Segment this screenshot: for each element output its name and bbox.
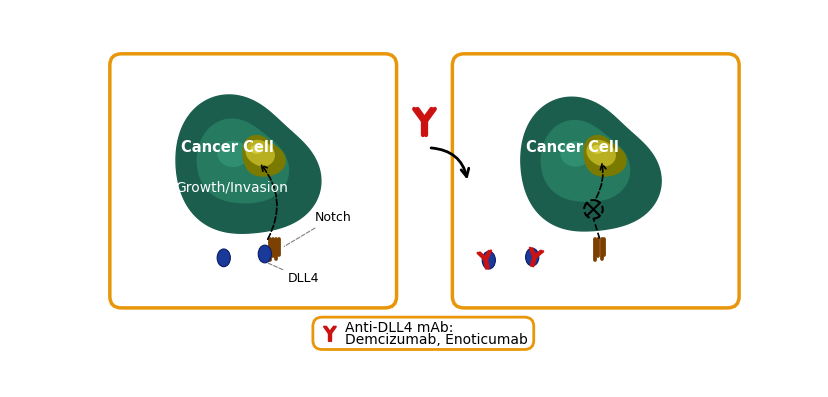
Text: DLL4: DLL4 xyxy=(267,263,319,285)
Text: Growth/Invasion: Growth/Invasion xyxy=(175,181,287,195)
Text: Anti-DLL4 mAb:: Anti-DLL4 mAb: xyxy=(345,321,453,335)
Text: Cancer Cell: Cancer Cell xyxy=(526,140,619,155)
Polygon shape xyxy=(246,141,274,166)
Ellipse shape xyxy=(250,145,262,154)
Polygon shape xyxy=(243,135,285,176)
Ellipse shape xyxy=(258,245,271,263)
Text: Demcizumab, Enoticumab: Demcizumab, Enoticumab xyxy=(345,333,527,347)
FancyBboxPatch shape xyxy=(452,54,739,308)
Text: Cancer Cell: Cancer Cell xyxy=(181,140,274,155)
Polygon shape xyxy=(197,119,288,203)
Text: Notch: Notch xyxy=(284,211,351,247)
Polygon shape xyxy=(520,97,661,231)
FancyBboxPatch shape xyxy=(109,54,396,308)
Polygon shape xyxy=(583,135,625,176)
Ellipse shape xyxy=(482,251,495,269)
Ellipse shape xyxy=(590,145,603,154)
Polygon shape xyxy=(586,141,614,166)
Polygon shape xyxy=(541,121,628,201)
Polygon shape xyxy=(176,95,320,233)
FancyBboxPatch shape xyxy=(312,317,533,349)
Ellipse shape xyxy=(217,141,248,167)
Ellipse shape xyxy=(525,248,538,266)
Ellipse shape xyxy=(217,249,230,267)
Ellipse shape xyxy=(560,141,590,167)
